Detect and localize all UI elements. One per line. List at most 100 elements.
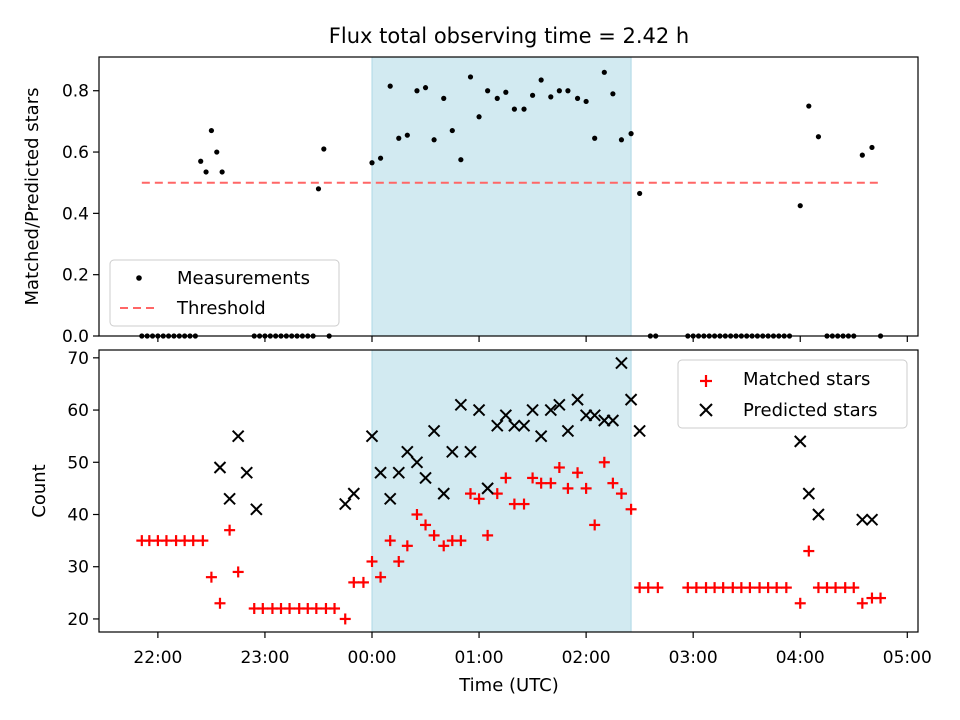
matched-star-point [508,498,520,510]
matched-star-point [348,576,360,588]
predicted-star-mark-b [571,393,584,406]
top-legend-box [109,259,340,327]
predicted-star-point [561,424,575,438]
measurement-point [414,88,420,94]
matched-star-point [491,488,503,500]
matched-star-point [160,535,172,547]
measurement-point [869,144,875,151]
measurement-point [797,203,803,209]
predicted-star-point [464,445,477,459]
predicted-star-mark-b [213,461,227,474]
predicted-star-mark-b [606,414,620,427]
matched-star-point [329,603,341,614]
predicted-star-point [802,487,816,500]
measurement-point [538,77,544,83]
predicted-star-point [615,356,628,370]
predicted-star-mark-b [508,419,521,432]
matched-star-point [197,535,209,547]
predicted-star-point [401,445,414,459]
measurement-point [565,88,571,94]
matched-star-point [232,566,244,578]
predicted-star-point [446,445,459,459]
predicted-star-point [383,492,397,506]
bot-y-tick-label: 20 [67,610,89,630]
predicted-star-point [606,414,620,427]
matched-star-point [366,556,378,567]
matched-star-point [780,582,792,594]
predicted-star-mark-b [427,424,441,438]
measurement-point [511,106,517,112]
predicted-star-point [553,398,566,412]
matched-star-point [830,582,842,594]
predicted-star-mark-b [446,445,459,459]
measurement-point [208,127,215,134]
predicted-star-mark-b [561,424,575,438]
matched-star-point [562,482,574,494]
matched-star-point [803,545,815,557]
measurement-point [422,85,429,91]
measurement-point [529,92,536,98]
predicted-star-mark-b [802,487,816,500]
bottom-y-axis-label: Count [29,464,50,517]
bottom-axis-ticks: 20 30 40 50 60 70 22:00 23:00 00:00 01:00 02:00 03:… [67,349,931,668]
matched-star-point [438,540,450,552]
matched-star-point [615,488,627,500]
measurement-point [315,186,322,192]
top-observing-span [371,56,632,337]
x-tick-label: 03:00 [669,648,718,668]
measurement-point [396,135,402,141]
predicted-star-mark-b [365,429,379,443]
predicted-star-point [365,429,379,443]
matched-star-point [717,582,729,594]
legend-measurements-marker [136,275,142,281]
predicted-star-point [491,419,504,432]
predicted-star-point [865,513,879,526]
predicted-star-point [481,482,494,495]
x-tick-label: 02:00 [562,648,611,668]
matched-star-point [401,540,413,552]
predicted-star-mark-b [534,429,548,443]
predicted-star-mark-b [392,466,405,479]
matched-star-point [652,582,664,594]
predicted-star-point [571,393,584,406]
predicted-star-point [794,435,807,448]
measurement-point [859,152,865,158]
measurement-point [815,134,822,140]
matched-star-point [589,519,601,531]
predicted-star-mark-b [347,487,361,500]
legend-matched-label: Matched stars [743,369,870,390]
x-tick-label: 05:00 [883,648,932,668]
top-y-tick-label: 0.4 [62,204,89,224]
measurement-point [219,169,225,175]
predicted-star-point [517,419,531,432]
measurement-point [467,74,474,80]
matched-star-point [455,535,467,547]
predicted-star-point [454,398,468,412]
matched-star-point [518,498,530,510]
predicted-star-point [231,429,245,443]
matched-star-point [580,482,592,494]
bot-y-tick-label: 30 [67,558,89,578]
predicted-star-point [223,492,236,506]
matched-star-point [393,556,405,567]
matched-star-point [572,467,584,479]
predicted-star-mark-b [464,445,477,459]
measurement-point [449,127,455,134]
predicted-star-mark-b [794,435,807,448]
measurement-point [494,95,500,101]
panel-counts: 20 30 40 50 60 70 22:00 23:00 00:00 01:00 02:00 03:… [29,349,932,668]
predicted-star-mark-b [339,497,352,511]
measurement-point [198,158,204,164]
matched-star-point [187,535,199,547]
matched-star-point [464,488,476,500]
measurement-point [387,83,393,89]
predicted-star-mark-b [223,492,236,506]
legend-predicted-marker [699,403,713,417]
predicted-star-mark-b [526,403,539,417]
predicted-star-mark-b [419,471,432,485]
measurement-point [556,88,562,94]
matched-star-point [500,472,512,484]
predicted-star-point [240,466,253,479]
top-axis-ticks: 0.0 0.2 0.4 0.6 0.8 [62,82,908,347]
measurement-point [548,94,554,100]
